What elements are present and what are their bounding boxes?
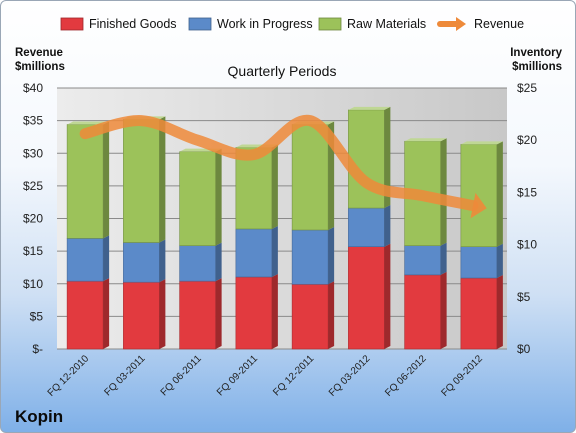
bar-side-face <box>215 278 222 349</box>
bar-side-face <box>384 205 391 247</box>
legend-revenue-arrowhead <box>456 17 466 31</box>
bar-side-face <box>440 138 447 246</box>
bar-work-in-progress <box>291 229 329 285</box>
bar-finished-goods <box>460 277 498 350</box>
bar-side-face <box>103 121 110 239</box>
bar-raw-materials <box>235 147 273 230</box>
legend-label: Finished Goods <box>89 17 177 31</box>
legend-label: Work in Progress <box>217 17 313 31</box>
bar-side-face <box>215 148 222 246</box>
bar-finished-goods <box>291 283 329 350</box>
bar-work-in-progress <box>404 245 441 276</box>
x-axis-category-label: FQ 09-2011 <box>215 353 260 398</box>
left-axis-tick-label: $20 <box>23 212 43 226</box>
bar-raw-materials <box>123 119 160 243</box>
bar-finished-goods <box>235 276 273 350</box>
bar-finished-goods <box>348 246 385 350</box>
bar-work-in-progress <box>460 246 498 279</box>
bar-side-face <box>159 116 166 243</box>
x-axis-category-label: FQ 06-2012 <box>383 353 429 399</box>
left-axis-label-line1: Revenue <box>15 47 63 59</box>
bar-side-face <box>103 278 110 349</box>
left-axis-tick-label: $25 <box>23 179 43 193</box>
bar-top-face <box>404 138 447 142</box>
right-axis-tick-label: $15 <box>517 185 537 199</box>
right-axis-label-line1: Inventory <box>510 47 562 59</box>
bar-side-face <box>103 235 110 282</box>
bar-top-face <box>460 141 503 145</box>
bar-raw-materials <box>460 144 498 247</box>
bar-top-face <box>348 106 391 110</box>
revenue-line <box>79 114 479 212</box>
bar-side-face <box>496 243 503 279</box>
bar-side-face <box>440 271 447 349</box>
legend-swatch <box>188 17 212 31</box>
x-axis-category-label: FQ 06-2011 <box>159 353 204 398</box>
bar-finished-goods <box>404 274 441 350</box>
left-axis-tick-label: $5 <box>30 309 44 323</box>
left-axis-tick-label: $40 <box>23 81 43 95</box>
right-axis-tick-label: $0 <box>517 342 531 356</box>
bar-side-face <box>496 141 503 247</box>
bar-side-face <box>328 281 335 349</box>
bar-side-face <box>159 279 166 349</box>
left-axis-label-line2: $millions <box>15 61 65 73</box>
bar-side-face <box>159 239 166 283</box>
x-axis-category-label: FQ 03-2012 <box>327 353 373 399</box>
bar-finished-goods <box>179 280 216 350</box>
bar-side-face <box>215 242 222 282</box>
bar-side-face <box>271 144 278 229</box>
left-axis-tick-label: $15 <box>23 244 43 258</box>
bar-raw-materials <box>179 151 216 246</box>
legend-swatch <box>60 17 84 31</box>
bar-raw-materials <box>66 124 104 239</box>
bar-side-face <box>440 242 447 275</box>
bar-side-face <box>496 275 503 349</box>
bar-side-face <box>384 243 391 349</box>
legend-label: Revenue <box>474 17 524 31</box>
right-axis-label-line2: $millions <box>512 61 562 73</box>
chart-title: Quarterly Periods <box>228 63 337 79</box>
right-axis-tick-label: $5 <box>517 290 531 304</box>
legend-label: Raw Materials <box>347 17 426 31</box>
bar-finished-goods <box>123 281 160 350</box>
left-axis-tick-label: $35 <box>23 114 43 128</box>
right-axis-tick-label: $20 <box>517 133 537 147</box>
bar-side-face <box>271 225 278 277</box>
bar-finished-goods <box>66 280 104 350</box>
legend-swatch <box>318 17 342 31</box>
bar-work-in-progress <box>123 242 160 283</box>
x-axis-category-label: FQ 12-2010 <box>46 353 92 399</box>
bar-work-in-progress <box>348 207 385 247</box>
left-axis-tick-label: $10 <box>23 277 43 291</box>
revenue-line-arrowhead <box>470 192 487 219</box>
bar-side-face <box>384 106 391 209</box>
bar-raw-materials <box>291 124 329 231</box>
left-axis-tick-label: $30 <box>23 146 43 160</box>
right-axis-tick-label: $25 <box>517 81 537 95</box>
x-axis-category-label: FQ 12-2011 <box>271 353 316 398</box>
x-axis-category-label: FQ 09-2012 <box>439 353 485 399</box>
x-axis-category-label: FQ 03-2011 <box>103 353 148 398</box>
bar-work-in-progress <box>235 228 273 278</box>
left-axis-tick-label: $- <box>32 342 43 356</box>
bar-work-in-progress <box>179 245 216 282</box>
bar-work-in-progress <box>66 238 104 282</box>
company-name: Kopin <box>15 407 63 426</box>
bar-side-face <box>328 226 335 285</box>
right-axis-tick-label: $10 <box>517 238 537 252</box>
bar-side-face <box>271 273 278 349</box>
